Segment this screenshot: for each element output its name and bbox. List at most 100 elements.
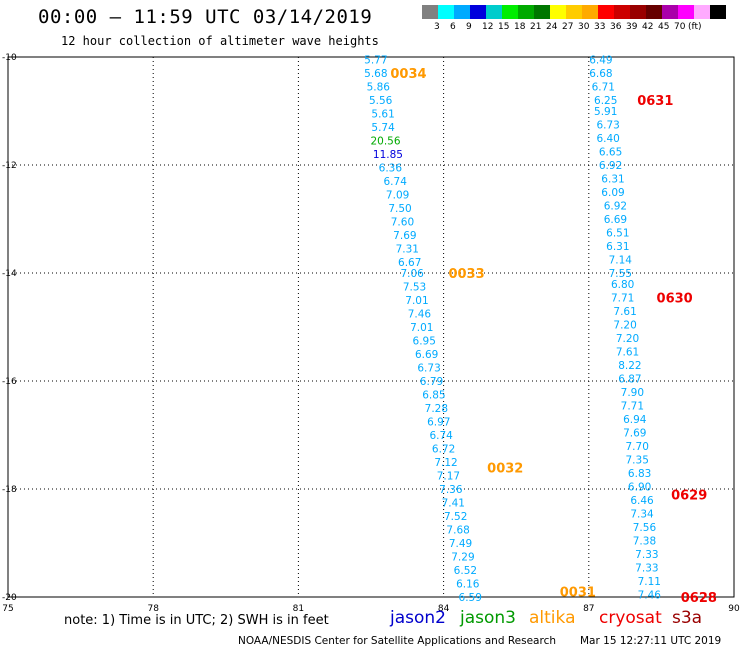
legend-swatch <box>486 5 502 19</box>
legend-swatch <box>694 5 710 19</box>
wave-height-value: 6.25 <box>594 95 617 107</box>
wave-height-value: 7.31 <box>396 244 419 256</box>
wave-height-value: 7.68 <box>446 525 469 537</box>
wave-height-value: 6.97 <box>427 417 450 429</box>
wave-height-value: 7.49 <box>449 538 472 550</box>
wave-height-value: 7.20 <box>616 333 639 345</box>
wave-height-value: 7.90 <box>621 387 644 399</box>
wave-height-value: 7.70 <box>626 441 649 453</box>
legend-swatch <box>678 5 694 19</box>
wave-height-value: 7.71 <box>621 400 644 412</box>
wave-height-value: 5.56 <box>369 95 393 107</box>
timestamp-text: Mar 15 12:27:11 UTC 2019 <box>580 635 722 647</box>
orbit-time-label: 0032 <box>487 461 523 476</box>
legend-swatch <box>598 5 614 19</box>
wave-height-value: 6.92 <box>599 160 622 172</box>
legend-label: 3 <box>434 22 440 32</box>
legend-swatch <box>502 5 518 19</box>
footer-note: note: 1) Time is in UTC; 2) SWH is in fe… <box>64 613 329 628</box>
legend-swatch <box>582 5 598 19</box>
legend-label: 6 <box>450 22 456 32</box>
wave-height-value: 7.33 <box>635 562 658 574</box>
wave-height-value: 5.77 <box>364 55 387 67</box>
wave-height-value: 7.61 <box>613 306 636 318</box>
orbit-time-label: 0629 <box>671 488 707 503</box>
wave-height-value: 7.01 <box>405 295 428 307</box>
wave-height-value: 7.20 <box>613 319 636 331</box>
orbit-time-label: 0033 <box>448 267 484 282</box>
wave-height-value: 5.86 <box>367 82 391 94</box>
wave-height-value: 7.52 <box>444 511 467 523</box>
legend-unit: (ft) <box>688 22 702 32</box>
map-subtitle: 12 hour collection of altimeter wave hei… <box>61 34 379 48</box>
x-tick-label: 75 <box>2 604 13 614</box>
legend-label: 30 <box>578 22 590 32</box>
wave-height-value: 7.53 <box>403 282 426 294</box>
legend-label: 33 <box>594 22 606 32</box>
orbit-time-label: 0631 <box>637 94 673 109</box>
satellite-name: cryosat <box>599 608 662 628</box>
legend-swatch <box>470 5 486 19</box>
wave-height-value: 6.69 <box>604 214 627 226</box>
wave-height-value: 7.34 <box>630 508 654 520</box>
legend-swatch <box>550 5 566 19</box>
wave-height-value: 6.94 <box>623 414 647 426</box>
wave-height-value: 5.91 <box>594 106 617 118</box>
wave-height-value: 7.56 <box>633 522 657 534</box>
y-tick-label: -14 <box>2 269 17 279</box>
wave-height-value: 5.61 <box>371 109 394 121</box>
wave-height-value: 11.85 <box>373 149 403 161</box>
wave-height-value: 6.31 <box>601 174 624 186</box>
wave-height-value: 7.46 <box>638 589 662 601</box>
wave-height-value: 7.50 <box>388 203 411 215</box>
orbit-time-label: 0031 <box>560 586 596 601</box>
wave-height-value: 6.90 <box>628 481 651 493</box>
legend-swatch <box>630 5 646 19</box>
wave-height-value: 7.29 <box>451 552 474 564</box>
satellite-name: altika <box>529 608 576 628</box>
legend-swatch <box>662 5 678 19</box>
x-tick-label: 90 <box>728 604 740 614</box>
wave-height-value: 6.74 <box>384 176 408 188</box>
wave-height-value: 6.68 <box>589 68 612 80</box>
legend-label: 36 <box>610 22 622 32</box>
wave-height-value: 7.71 <box>611 292 634 304</box>
orbit-time-label: 0034 <box>390 67 426 82</box>
legend-label: 9 <box>466 22 472 32</box>
wave-height-value: 20.56 <box>370 136 400 148</box>
wave-height-value: 7.41 <box>442 498 465 510</box>
legend-swatch <box>614 5 630 19</box>
wave-height-value: 7.28 <box>425 403 448 415</box>
wave-height-value: 6.49 <box>589 55 612 67</box>
y-tick-label: -12 <box>2 161 17 171</box>
x-tick-label: 78 <box>147 604 159 614</box>
wave-height-value: 6.40 <box>596 133 619 145</box>
wave-height-value: 7.38 <box>633 535 656 547</box>
wave-height-value: 7.09 <box>386 190 409 202</box>
wave-height-value: 6.92 <box>604 201 627 213</box>
wave-height-value: 7.46 <box>408 309 432 321</box>
legend-label: 42 <box>642 22 654 32</box>
wave-height-value: 7.33 <box>635 549 658 561</box>
wave-height-value: 6.87 <box>618 373 641 385</box>
legend-label: 27 <box>562 22 574 32</box>
wave-height-value: 7.01 <box>410 322 433 334</box>
legend-swatch <box>566 5 582 19</box>
legend-swatch <box>438 5 454 19</box>
wave-height-value: 7.55 <box>609 268 632 280</box>
x-tick-label: 81 <box>293 604 304 614</box>
wave-height-value: 6.95 <box>413 336 436 348</box>
legend-swatch <box>534 5 550 19</box>
x-tick-label: 87 <box>583 604 594 614</box>
satellite-name: jason2 <box>390 608 446 628</box>
legend-label: 70 <box>674 22 686 32</box>
wave-height-value: 6.79 <box>420 376 443 388</box>
y-tick-label: -18 <box>2 485 17 495</box>
wave-height-value: 5.68 <box>364 68 387 80</box>
y-tick-label: -16 <box>2 377 17 387</box>
wave-height-value: 6.83 <box>628 468 651 480</box>
wave-height-value: 6.71 <box>592 82 615 94</box>
legend-label: 39 <box>626 22 638 32</box>
x-tick-label: 84 <box>438 604 450 614</box>
